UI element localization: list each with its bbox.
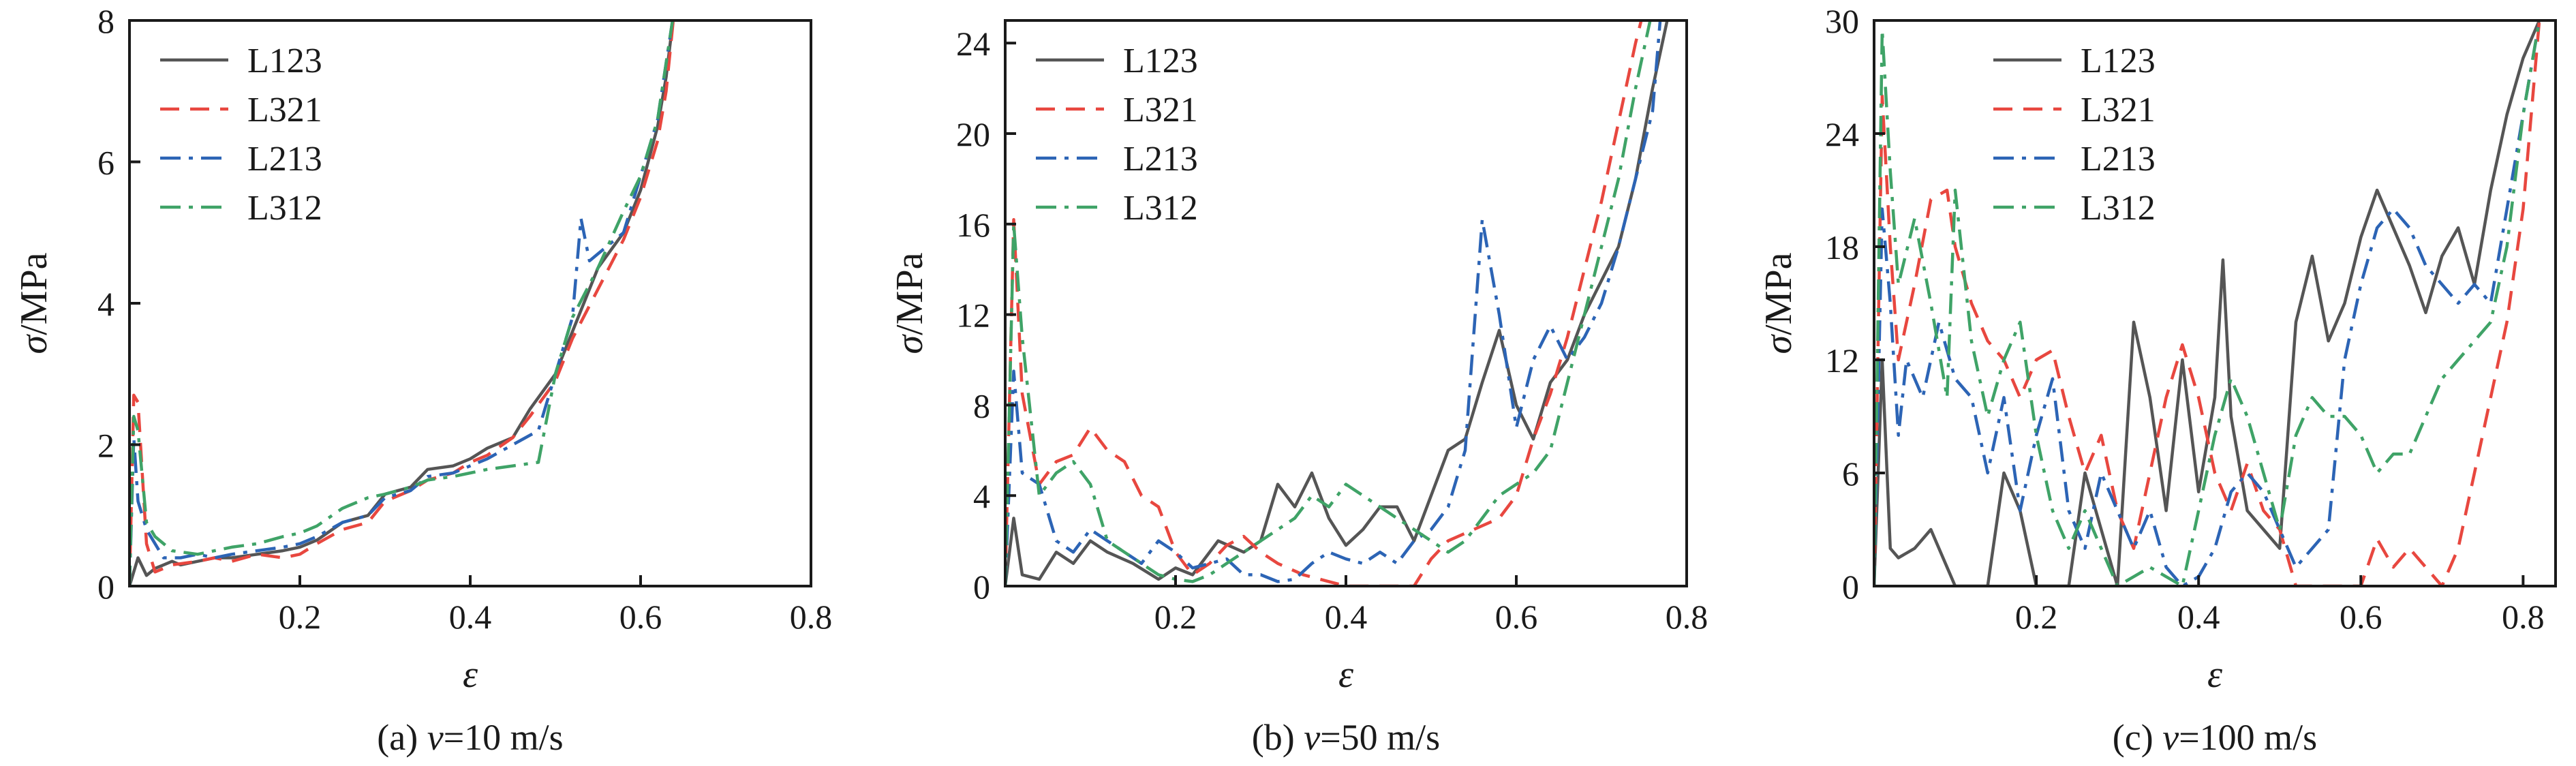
x-axis-label: ε [2207, 654, 2223, 696]
x-tick-label: 0.2 [279, 598, 322, 636]
panel-caption: (c) v=100 m/s [2113, 717, 2317, 758]
plot-frame [128, 19, 812, 587]
series-line-L213 [1874, 20, 2541, 586]
y-tick-label: 12 [956, 296, 990, 335]
legend-label-L312: L312 [247, 189, 322, 228]
x-tick-label: 0.4 [1325, 598, 1368, 636]
legend-label-L321: L321 [247, 91, 322, 129]
series-line-L123 [1005, 20, 1669, 586]
y-tick-label: 0 [1842, 568, 1859, 606]
x-tick-label: 0.2 [1154, 598, 1197, 636]
y-tick-label: 2 [97, 427, 114, 465]
y-tick-label: 20 [956, 115, 990, 153]
legend-label-L321: L321 [1123, 91, 1198, 129]
series-group [129, 20, 675, 586]
x-tick-label: 0.6 [619, 598, 662, 636]
x-tick-label: 0.4 [449, 598, 492, 636]
y-tick-label: 30 [1825, 2, 1859, 40]
series-line-L321 [129, 20, 675, 586]
legend: L123 L321 L213 L312 [1993, 42, 2156, 228]
y-tick-label: 24 [956, 25, 990, 63]
legend-label-L213: L213 [2081, 140, 2156, 179]
series-group [1874, 20, 2541, 586]
y-axis-label: σ/MPa [889, 252, 931, 354]
x-tick-label: 0.6 [1495, 598, 1538, 636]
legend: L123 L321 L213 L312 [160, 42, 322, 228]
series-line-L321 [1874, 20, 2541, 586]
chart-panel-2: 0.2 0.4 0.6 0.8 0 4 8 12 16 20 24 ε σ/MPa L123 L321 L21… [889, 19, 1708, 758]
series-line-L312 [1005, 20, 1652, 586]
y-tick-label: 6 [97, 144, 114, 182]
series-line-L213 [1005, 20, 1662, 586]
legend-label-L123: L123 [1123, 42, 1198, 80]
x-tick-label: 0.4 [2177, 598, 2220, 636]
legend-label-L123: L123 [2081, 42, 2156, 80]
y-axis-label: σ/MPa [13, 252, 55, 354]
x-tick-label: 0.8 [790, 598, 833, 636]
plot-frame [1873, 19, 2557, 587]
y-tick-label: 6 [1842, 455, 1859, 493]
y-tick-label: 0 [973, 568, 990, 606]
x-tick-label: 0.6 [2340, 598, 2382, 636]
legend-label-L321: L321 [2081, 91, 2156, 129]
legend-label-L213: L213 [1123, 140, 1198, 179]
panel-caption: (b) v=50 m/s [1252, 717, 1440, 758]
legend: L123 L321 L213 L312 [1036, 42, 1198, 228]
x-axis-label: ε [463, 654, 478, 696]
x-axis-label: ε [1338, 654, 1354, 696]
series-group [1005, 20, 1669, 586]
y-tick-label: 16 [956, 206, 990, 244]
y-tick-label: 8 [973, 386, 990, 425]
y-tick-label: 4 [97, 285, 114, 323]
legend-label-L213: L213 [247, 140, 322, 179]
y-tick-label: 24 [1825, 115, 1859, 153]
series-line-L213 [129, 20, 675, 586]
plot-frame [1004, 19, 1688, 587]
y-tick-label: 4 [973, 477, 990, 515]
series-line-L312 [129, 20, 675, 586]
y-tick-label: 12 [1825, 341, 1859, 380]
series-line-L321 [1005, 20, 1643, 586]
y-tick-label: 0 [97, 568, 114, 606]
chart-panel-3: 0.2 0.4 0.6 0.8 0 6 12 18 24 30 ε σ/MPa L123 L321 L213… [1758, 2, 2557, 758]
legend-label-L312: L312 [1123, 189, 1198, 228]
legend-label-L123: L123 [247, 42, 322, 80]
y-tick-label: 8 [97, 2, 114, 40]
series-line-L312 [1874, 20, 2541, 586]
panel-caption: (a) v=10 m/s [377, 717, 563, 758]
x-tick-label: 0.8 [1666, 598, 1708, 636]
series-line-L123 [1874, 20, 2541, 586]
legend-label-L312: L312 [2081, 189, 2156, 228]
y-tick-label: 18 [1825, 228, 1859, 266]
chart-panel-1: 0.2 0.4 0.6 0.8 0 2 4 6 8 ε σ/MPa L123 L321 L213 L312 (… [13, 2, 832, 758]
x-tick-label: 0.2 [2015, 598, 2058, 636]
x-tick-label: 0.8 [2502, 598, 2545, 636]
y-axis-label: σ/MPa [1758, 252, 1800, 354]
